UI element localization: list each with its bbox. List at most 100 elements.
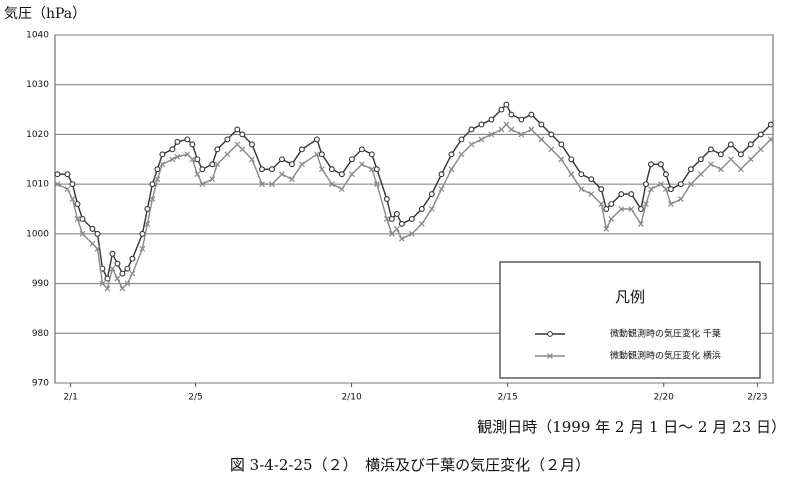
point-marker (458, 151, 465, 158)
y-tick-label: 1000 (26, 229, 49, 239)
point-marker (598, 186, 605, 193)
point-marker (154, 166, 161, 173)
y-tick-label: 1020 (26, 130, 49, 140)
point-marker (478, 121, 485, 128)
point-marker (234, 126, 241, 133)
point-marker (393, 211, 400, 217)
legend-title: 凡例 (615, 288, 645, 306)
point-marker (124, 265, 131, 272)
point-marker (199, 166, 206, 173)
point-marker (99, 280, 106, 287)
y-tick-label: 970 (32, 379, 49, 389)
point-marker (737, 151, 744, 158)
point-marker (757, 146, 764, 153)
point-marker (318, 166, 325, 173)
point-marker (418, 206, 425, 212)
point-marker (697, 171, 704, 178)
point-marker (74, 216, 81, 222)
legend-label: 微動観測時の気圧変化 横浜 (610, 350, 721, 362)
point-marker (388, 230, 395, 237)
point-marker (169, 156, 176, 163)
point-marker (503, 121, 510, 128)
legend-marker (547, 331, 553, 337)
point-marker (79, 230, 86, 237)
point-marker (184, 136, 191, 143)
point-marker (638, 220, 644, 227)
point-marker (398, 220, 405, 227)
point-marker (313, 136, 320, 143)
point-marker (448, 166, 455, 173)
point-marker (109, 265, 116, 272)
point-marker (508, 111, 515, 118)
point-marker (288, 161, 295, 168)
point-marker (144, 206, 151, 212)
point-marker (677, 181, 684, 188)
point-marker (647, 161, 654, 168)
point-marker (717, 166, 724, 173)
point-marker (368, 166, 375, 173)
point-marker (628, 206, 635, 212)
point-marker (468, 141, 475, 148)
point-marker (398, 235, 405, 242)
point-marker (114, 260, 121, 267)
point-marker (328, 166, 335, 173)
point-marker (129, 255, 136, 262)
point-marker (214, 161, 221, 168)
point-marker (388, 215, 395, 222)
point-marker (448, 151, 455, 158)
point-marker (338, 171, 345, 178)
point-marker (608, 201, 615, 207)
point-marker (124, 280, 131, 287)
point-marker (578, 171, 585, 178)
point-marker (408, 230, 415, 237)
point-marker (662, 171, 669, 178)
point-marker (588, 191, 595, 198)
point-marker (687, 181, 694, 188)
point-marker (74, 201, 81, 207)
point-marker (588, 176, 595, 183)
point-marker (628, 191, 635, 198)
point-marker (249, 156, 255, 163)
point-marker (503, 101, 510, 108)
point-marker (358, 161, 365, 168)
y-axis-label: 気圧（hPa） (4, 6, 86, 22)
y-tick-label: 990 (32, 279, 49, 289)
point-marker (373, 166, 380, 173)
point-marker (318, 151, 325, 158)
point-marker (578, 186, 585, 193)
point-marker (234, 141, 241, 148)
point-marker (89, 225, 96, 232)
x-axis-label: 観測日時（1999 年 2 月 1 日～ 2 月 23 日） (477, 418, 786, 436)
point-marker (209, 161, 216, 168)
caption: 図 3-4-2-25（２） 横浜及び千葉の気圧変化（２月） (230, 456, 590, 474)
point-marker (249, 141, 255, 148)
point-marker (313, 151, 320, 158)
y-tick-label: 1040 (26, 31, 49, 41)
point-marker (667, 201, 674, 207)
point-marker (618, 206, 625, 212)
x-tick-label: 2/1 (63, 393, 77, 403)
point-marker (498, 106, 505, 113)
point-marker (279, 156, 285, 163)
point-marker (458, 136, 465, 143)
point-marker (189, 156, 196, 163)
point-marker (548, 131, 555, 138)
point-marker (687, 166, 694, 173)
point-marker (737, 166, 744, 173)
point-marker (368, 151, 375, 158)
point-marker (638, 206, 644, 212)
point-marker (94, 230, 101, 237)
point-marker (358, 146, 365, 153)
point-marker (707, 146, 714, 153)
point-marker (383, 216, 390, 222)
point-marker (438, 171, 445, 178)
point-marker (478, 136, 485, 143)
point-marker (643, 201, 649, 207)
point-marker (119, 285, 126, 292)
point-marker (299, 161, 305, 168)
point-marker (129, 270, 136, 277)
point-marker (373, 181, 380, 188)
point-marker (538, 136, 545, 143)
point-marker (159, 151, 166, 158)
